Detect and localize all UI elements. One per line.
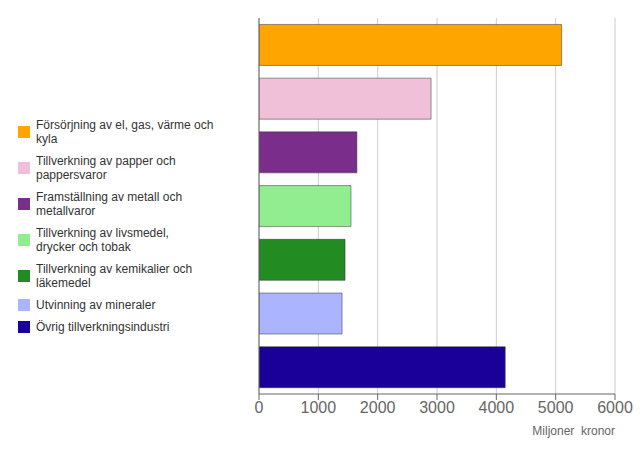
html-text:Tillverkning av papper och pap: Tillverkning av papper och pappersvaror (36, 154, 176, 182)
html-text:Framställning av metall och me: Framställning av metall och metallvaror (36, 190, 183, 218)
svg-text:6000: 6000 (597, 399, 633, 416)
svg-text:Miljoner kronor: Miljoner kronor (532, 424, 615, 438)
html-text:Övrig tillverkningsindustri: Övrig tillverkningsindustri (36, 320, 170, 334)
svg-text:2000: 2000 (360, 399, 396, 416)
svg-text:0: 0 (255, 399, 264, 416)
svg-text:4000: 4000 (479, 399, 515, 416)
html-text:Utvinning av mineraler: Utvinning av mineraler (36, 298, 156, 312)
svg-text:1000: 1000 (301, 399, 337, 416)
html-text:Försörjning av el, gas, värme: Försörjning av el, gas, värme och kyla (36, 118, 214, 146)
svg-text:3000: 3000 (419, 399, 455, 416)
svg-text:5000: 5000 (538, 399, 574, 416)
html-text:Tillverkning av livsmedel, dry: Tillverkning av livsmedel, drycker och t… (36, 226, 169, 254)
html-text:Tillverkning av kemikalier och: Tillverkning av kemikalier och läkemedel (36, 262, 193, 290)
